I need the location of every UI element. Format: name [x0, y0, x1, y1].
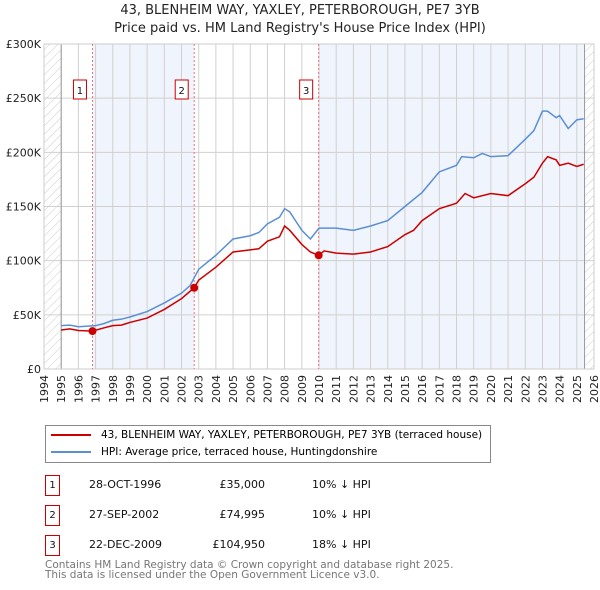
- hpi-line: [61, 110, 584, 328]
- sale-price: £104,950: [212, 538, 266, 551]
- x-tick-label: 1997: [90, 375, 103, 403]
- legend-label-property: 43, BLENHEIM WAY, YAXLEY, PETERBOROUGH, …: [101, 429, 483, 441]
- y-tick-label: £150K: [6, 201, 42, 214]
- x-tick-label: 2009: [296, 375, 309, 403]
- sale-price: £35,000: [219, 478, 266, 491]
- x-tick-label: 2014: [382, 375, 395, 403]
- sale-date: 22-DEC-2009: [89, 538, 163, 551]
- x-tick-label: 2024: [554, 375, 567, 403]
- x-tick-label: 2010: [313, 375, 326, 403]
- x-tick-label: 2025: [571, 375, 584, 403]
- sale-point: [190, 283, 199, 292]
- x-tick-label: 1996: [72, 375, 85, 403]
- x-tick-label: 1999: [124, 375, 137, 403]
- sale-marker-label: 1: [77, 86, 83, 97]
- y-tick-label: £250K: [6, 92, 42, 105]
- price-chart: 1994 1995 1996 1997 1998 1999 2000 2001 2002 2003…: [6, 38, 600, 403]
- legend-swatch-hpi: [51, 451, 91, 453]
- x-tick-label: 2004: [210, 375, 223, 403]
- sale-date: 27-SEP-2002: [89, 508, 160, 521]
- sale-marker-box: [72, 79, 87, 100]
- x-tick-label: 2011: [330, 375, 343, 403]
- x-tick-label: 2013: [365, 375, 378, 403]
- x-tick-label: 2020: [485, 375, 498, 403]
- sale-marker-label: 2: [179, 86, 185, 97]
- x-tick-label: 2018: [451, 375, 464, 403]
- chart-title: 43, BLENHEIM WAY, YAXLEY, PETERBOROUGH, …: [120, 3, 480, 18]
- x-tick-label: 2007: [261, 375, 274, 403]
- sale-point: [88, 327, 97, 336]
- y-tick-label: £300K: [6, 38, 42, 51]
- sale-marker-label: 3: [303, 86, 309, 97]
- sale-date: 28-OCT-1996: [89, 478, 162, 491]
- x-tick-label: 2001: [158, 375, 171, 403]
- x-tick-label: 1998: [107, 375, 120, 403]
- x-tick-label: 2017: [433, 375, 446, 403]
- sale-marker-box: [299, 79, 314, 100]
- legend-label-hpi: HPI: Average price, terraced house, Hunt…: [101, 446, 378, 458]
- sale-hpi-diff: 18% ↓ HPI: [312, 538, 371, 551]
- x-tick-label: 2016: [416, 375, 429, 403]
- sale-number: 3: [45, 535, 60, 556]
- x-tick-label: 2003: [193, 375, 206, 403]
- legend: 43, BLENHEIM WAY, YAXLEY, PETERBOROUGH, …: [45, 425, 491, 463]
- y-tick-label: £50K: [13, 309, 42, 322]
- chart-subtitle: Price paid vs. HM Land Registry's House …: [114, 21, 486, 36]
- x-tick-label: 2002: [176, 375, 189, 403]
- x-tick-label: 2021: [502, 375, 515, 403]
- y-tick-label: £100K: [6, 255, 42, 268]
- y-tick-label: £0: [27, 363, 41, 376]
- footer-line-1: Contains HM Land Registry data © Crown c…: [45, 559, 454, 571]
- x-tick-label: 2006: [244, 375, 257, 403]
- x-tick-label: 2015: [399, 375, 412, 403]
- sale-number: 1: [45, 475, 60, 496]
- x-tick-label: 2026: [588, 375, 600, 403]
- sale-marker-box: [174, 79, 189, 100]
- legend-swatch-property: [51, 434, 91, 436]
- y-tick-label: £200K: [6, 146, 42, 159]
- x-tick-label: 2019: [468, 375, 481, 403]
- sale-price: £74,995: [219, 508, 266, 521]
- sale-hpi-diff: 10% ↓ HPI: [312, 508, 371, 521]
- x-tick-label: 2023: [536, 375, 549, 403]
- sale-point: [314, 251, 323, 260]
- footer: Contains HM Land Registry data © Crown c…: [45, 559, 454, 581]
- sale-hpi-diff: 10% ↓ HPI: [312, 478, 371, 491]
- x-tick-label: 2000: [141, 375, 154, 403]
- sale-number: 2: [45, 505, 60, 526]
- footer-line-2: This data is licensed under the Open Gov…: [45, 569, 380, 581]
- x-tick-label: 2008: [279, 375, 292, 403]
- x-tick-label: 1994: [38, 375, 51, 403]
- x-tick-label: 2022: [519, 375, 532, 403]
- x-tick-label: 2012: [347, 375, 360, 403]
- x-tick-label: 2005: [227, 375, 240, 403]
- x-tick-label: 1995: [55, 375, 68, 403]
